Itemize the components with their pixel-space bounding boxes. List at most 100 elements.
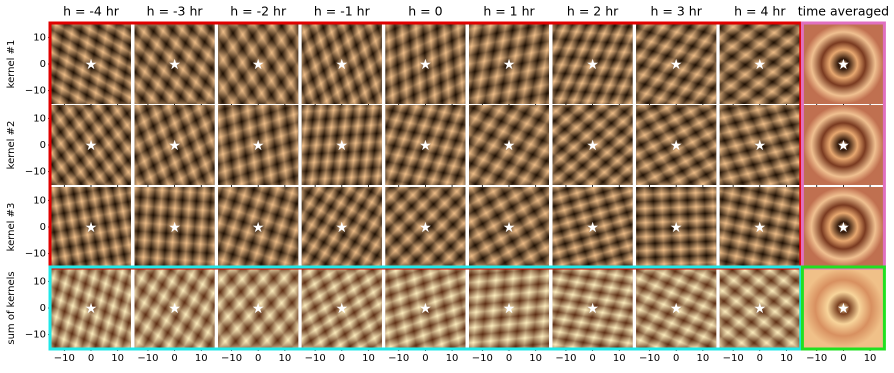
panel: ★	[218, 187, 299, 270]
heatmap-overlay	[134, 105, 215, 185]
heatmap-overlay	[51, 268, 131, 348]
star-marker: ★	[336, 138, 349, 154]
x-tick-label: 0	[88, 353, 94, 364]
heatmap-overlay	[719, 268, 800, 348]
panel: ★	[803, 24, 884, 107]
heatmap-overlay	[385, 105, 466, 185]
panel: ★	[803, 105, 884, 188]
heatmap-overlay	[385, 24, 466, 104]
star-marker: ★	[503, 220, 516, 236]
star-marker: ★	[252, 301, 265, 317]
panel: ★	[803, 187, 884, 270]
heatmap-overlay	[301, 105, 382, 185]
x-tick-label: −10	[305, 353, 326, 364]
group-frame	[800, 265, 886, 351]
x-tick-label: 10	[362, 353, 375, 364]
y-tick-label: 10	[33, 32, 46, 43]
x-tick-label: −10	[639, 353, 660, 364]
x-tick-label: −10	[137, 353, 158, 364]
x-tick-label: −10	[723, 353, 744, 364]
panel: ★	[301, 268, 382, 351]
row-label: kernel #3	[6, 203, 17, 252]
heatmap-overlay	[469, 105, 549, 185]
column-title: time averaged	[798, 4, 889, 19]
star-marker: ★	[168, 57, 181, 73]
star-marker: ★	[168, 301, 181, 317]
heatmap-overlay	[469, 268, 549, 348]
star-marker: ★	[419, 57, 432, 73]
y-tick-label: −10	[25, 249, 46, 260]
panel: ★	[385, 105, 466, 188]
row-label: kernel #2	[6, 121, 17, 170]
heatmap-overlay	[719, 105, 800, 185]
panel: ★	[301, 187, 382, 270]
x-tick-label: 0	[840, 353, 846, 364]
panel: ★	[385, 24, 466, 107]
heatmap	[803, 187, 884, 267]
panel: ★	[469, 187, 549, 270]
group-frame	[48, 265, 803, 351]
heatmap-overlay	[636, 105, 717, 185]
panel: ★	[719, 105, 800, 188]
star-marker: ★	[670, 301, 683, 317]
x-tick-label: 0	[422, 353, 428, 364]
y-tick-label: 10	[33, 195, 46, 206]
heatmap-overlay	[134, 187, 215, 267]
panel: ★	[134, 24, 215, 107]
heatmap-overlay	[218, 187, 299, 267]
heatmap	[803, 268, 884, 348]
star-marker: ★	[85, 57, 98, 73]
star-marker: ★	[336, 301, 349, 317]
panel: ★	[48, 24, 131, 107]
heatmap-overlay	[552, 105, 633, 185]
panel: ★	[301, 24, 382, 107]
panel: ★	[218, 105, 299, 188]
y-tick-label: −10	[25, 330, 46, 341]
heatmap-overlay	[51, 105, 131, 185]
x-tick-label: 10	[613, 353, 626, 364]
panel: ★	[803, 268, 884, 351]
star-marker: ★	[586, 138, 599, 154]
heatmap-overlay	[51, 187, 131, 267]
heatmap-overlay	[301, 24, 382, 104]
x-tick-label: 10	[446, 353, 459, 364]
heatmap	[803, 24, 884, 104]
column-title: h = -4 hr	[63, 4, 120, 19]
column-title: h = -2 hr	[230, 4, 287, 19]
column-title: h = 0	[408, 4, 442, 19]
heatmap-overlay	[469, 187, 549, 267]
star-marker: ★	[670, 57, 683, 73]
x-tick-label: −10	[221, 353, 242, 364]
x-tick-label: 0	[339, 353, 345, 364]
star-marker: ★	[670, 138, 683, 154]
x-tick-label: −10	[388, 353, 409, 364]
heatmap-overlay	[134, 24, 215, 104]
panel: ★	[636, 24, 717, 107]
star-marker: ★	[586, 57, 599, 73]
panel: ★	[469, 268, 549, 351]
row-label: kernel #1	[6, 40, 17, 89]
heatmap-overlay	[719, 187, 800, 267]
star-marker: ★	[586, 220, 599, 236]
y-tick-label: 10	[33, 276, 46, 287]
panel: ★	[469, 105, 549, 188]
star-marker: ★	[336, 57, 349, 73]
star-marker: ★	[336, 220, 349, 236]
star-marker: ★	[754, 220, 767, 236]
panel: ★	[552, 105, 633, 188]
x-tick-label: −10	[555, 353, 576, 364]
y-tick-label: 0	[40, 222, 46, 233]
row-label: sum of kernels	[6, 271, 17, 344]
panel: ★	[552, 24, 633, 107]
x-tick-label: 0	[673, 353, 679, 364]
y-tick-label: 10	[33, 113, 46, 124]
column-title: h = 2 hr	[567, 4, 619, 19]
star-marker: ★	[252, 138, 265, 154]
panel: ★	[385, 268, 466, 351]
x-tick-label: 10	[529, 353, 542, 364]
x-tick-label: −10	[472, 353, 493, 364]
heatmap-overlay	[301, 187, 382, 267]
star-marker: ★	[754, 57, 767, 73]
heatmap-overlay	[218, 24, 299, 104]
panel: ★	[385, 187, 466, 270]
